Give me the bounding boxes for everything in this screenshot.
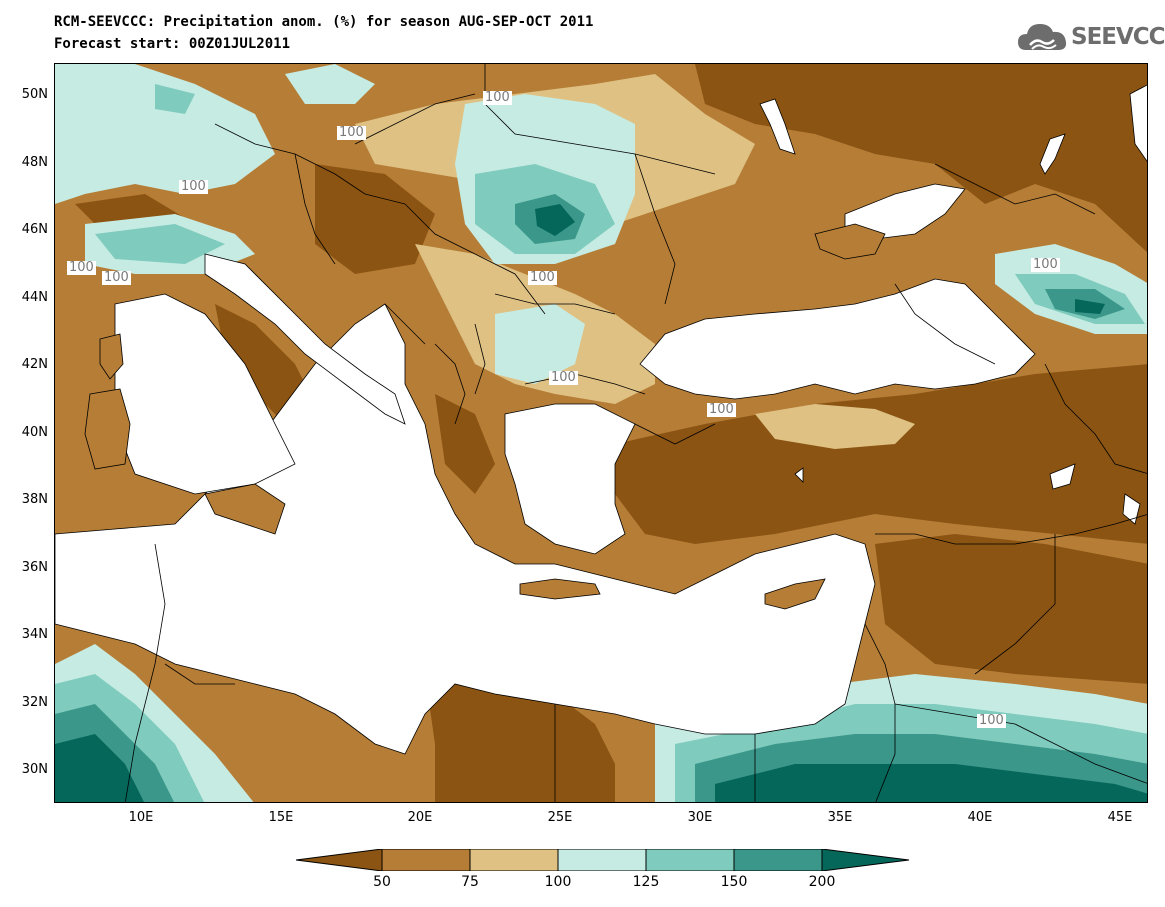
contour-label: 100	[483, 90, 512, 105]
anomaly-lt50-regions	[75, 64, 1147, 802]
lon-tick-label: 40E	[967, 810, 993, 825]
precipitation-anomaly-map: 100 100 100 100 100 100 100 100 100 100	[54, 63, 1148, 803]
islands	[84, 223, 886, 610]
legend-swatch-lt50	[296, 849, 383, 871]
lat-tick-label: 46N	[21, 222, 48, 237]
lat-tick-label: 34N	[21, 627, 48, 642]
seevccc-logo: SEEVCCC	[1016, 20, 1165, 56]
lon-tick-label: 15E	[268, 810, 294, 825]
lat-tick-label: 48N	[21, 155, 48, 170]
contour-label: 100	[179, 179, 208, 194]
adriatic-sea	[204, 253, 406, 425]
lat-tick-label: 42N	[21, 357, 48, 372]
lon-tick-label: 10E	[128, 810, 154, 825]
map-title: RCM-SEEVCCC: Precipitation anom. (%) for…	[54, 14, 594, 30]
lat-tick-label: 50N	[21, 87, 48, 102]
legend-swatch-50-75	[381, 849, 471, 871]
legend-colorbar	[296, 849, 910, 871]
legend-swatch-gt200	[821, 849, 910, 871]
sardinia	[84, 388, 131, 470]
cyprus	[764, 578, 826, 610]
lon-tick-label: 30E	[687, 810, 713, 825]
lat-tick-label: 30N	[21, 762, 48, 777]
logo-text: SEEVCCC	[1071, 24, 1165, 50]
forecast-start-label: Forecast start: 00Z01JUL2011	[54, 36, 291, 52]
lat-tick-label: 40N	[21, 425, 48, 440]
aegean-sea	[504, 403, 636, 555]
contour-label: 100	[549, 370, 578, 385]
cloud-logo-icon	[1018, 24, 1067, 50]
contour-label: 100	[977, 713, 1006, 728]
mediterranean-sea	[55, 303, 876, 755]
legend-tick-label: 50	[373, 874, 391, 890]
map-canvas	[55, 64, 1147, 802]
legend-tick-label: 150	[720, 874, 748, 890]
crimea	[814, 223, 886, 260]
legend-swatch-75-100	[469, 849, 559, 871]
contour-label: 100	[528, 270, 557, 285]
lon-tick-label: 35E	[827, 810, 853, 825]
sea-areas	[55, 84, 1147, 755]
contour-label: 100	[102, 270, 131, 285]
lon-tick-label: 25E	[547, 810, 573, 825]
contour-label: 100	[1031, 257, 1060, 272]
contour-label: 100	[67, 260, 96, 275]
contour-label: 100	[337, 125, 366, 140]
legend-swatch-100-125	[557, 849, 647, 871]
contour-label: 100	[707, 402, 736, 417]
lon-tick-label: 20E	[407, 810, 433, 825]
legend-swatch-125-150	[645, 849, 735, 871]
corsica	[99, 333, 124, 380]
sicily	[204, 483, 286, 535]
legend-tick-label: 75	[461, 874, 479, 890]
crete	[519, 578, 601, 600]
lat-tick-label: 38N	[21, 492, 48, 507]
legend-tick-label: 200	[808, 874, 836, 890]
legend-swatch-150-200	[733, 849, 823, 871]
lat-tick-label: 32N	[21, 695, 48, 710]
caspian-sea	[1129, 84, 1147, 162]
black-sea	[639, 278, 1036, 400]
legend-tick-label: 125	[632, 874, 660, 890]
lat-tick-label: 44N	[21, 290, 48, 305]
legend-tick-label: 100	[544, 874, 572, 890]
lat-tick-label: 36N	[21, 560, 48, 575]
lon-tick-label: 45E	[1107, 810, 1133, 825]
